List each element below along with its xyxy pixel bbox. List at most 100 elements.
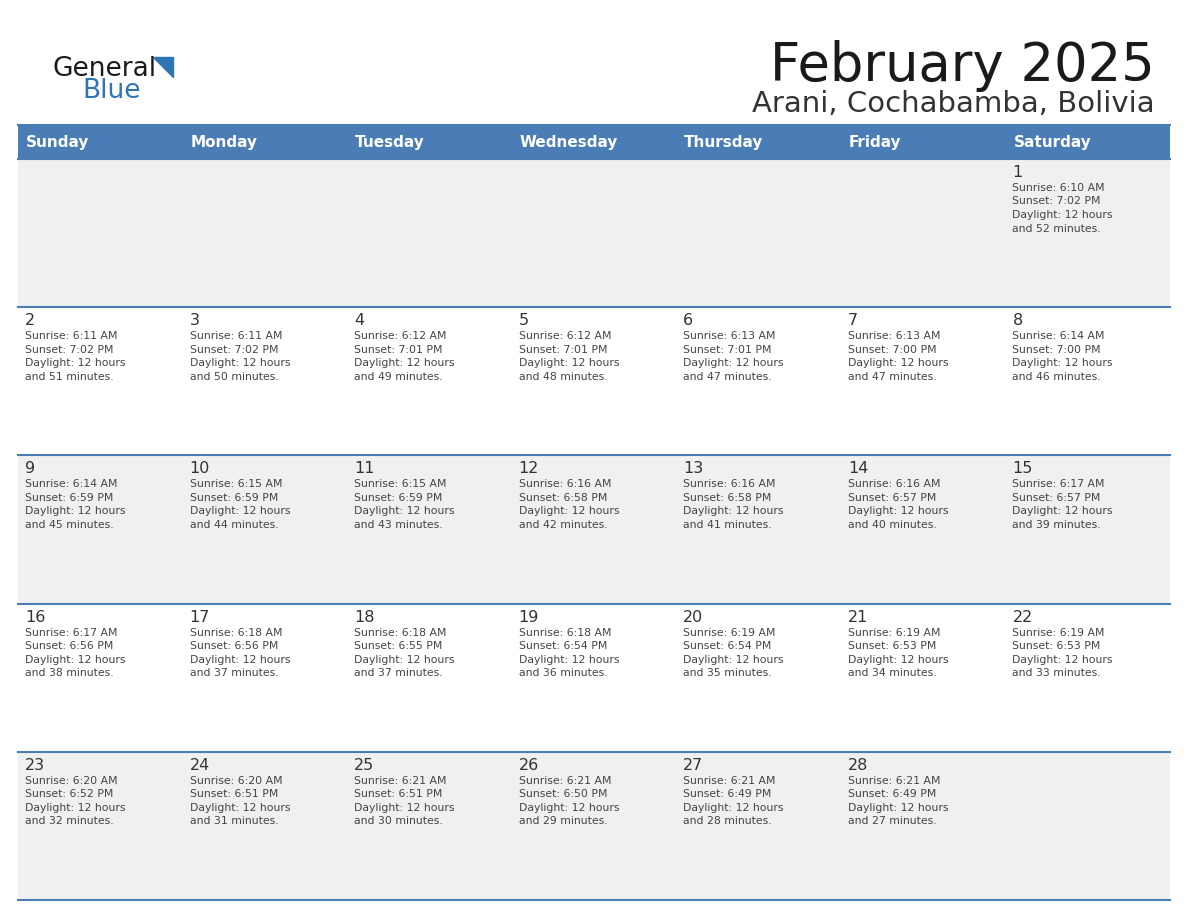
Text: Sunrise: 6:12 AM: Sunrise: 6:12 AM <box>354 331 447 341</box>
Text: Sunrise: 6:13 AM: Sunrise: 6:13 AM <box>848 331 941 341</box>
Text: and 45 minutes.: and 45 minutes. <box>25 520 114 530</box>
Text: Daylight: 12 hours: Daylight: 12 hours <box>683 803 784 812</box>
Text: and 27 minutes.: and 27 minutes. <box>848 816 936 826</box>
Text: 13: 13 <box>683 462 703 476</box>
Text: and 50 minutes.: and 50 minutes. <box>190 372 278 382</box>
Text: Sunset: 6:54 PM: Sunset: 6:54 PM <box>519 641 607 651</box>
Text: Arani, Cochabamba, Bolivia: Arani, Cochabamba, Bolivia <box>752 90 1155 118</box>
Text: Sunrise: 6:13 AM: Sunrise: 6:13 AM <box>683 331 776 341</box>
Text: Sunset: 6:51 PM: Sunset: 6:51 PM <box>354 789 442 800</box>
Text: 3: 3 <box>190 313 200 329</box>
Text: Sunset: 6:55 PM: Sunset: 6:55 PM <box>354 641 442 651</box>
FancyBboxPatch shape <box>18 308 1170 455</box>
Text: 11: 11 <box>354 462 374 476</box>
Text: Sunset: 6:57 PM: Sunset: 6:57 PM <box>1012 493 1101 503</box>
Text: Daylight: 12 hours: Daylight: 12 hours <box>683 507 784 517</box>
Text: and 41 minutes.: and 41 minutes. <box>683 520 772 530</box>
Text: Sunrise: 6:11 AM: Sunrise: 6:11 AM <box>25 331 118 341</box>
Text: and 32 minutes.: and 32 minutes. <box>25 816 114 826</box>
Text: Daylight: 12 hours: Daylight: 12 hours <box>25 507 126 517</box>
Text: Daylight: 12 hours: Daylight: 12 hours <box>519 507 619 517</box>
Text: Daylight: 12 hours: Daylight: 12 hours <box>25 655 126 665</box>
Text: Sunrise: 6:14 AM: Sunrise: 6:14 AM <box>25 479 118 489</box>
Text: Sunset: 7:02 PM: Sunset: 7:02 PM <box>25 344 114 354</box>
Text: Tuesday: Tuesday <box>355 135 425 150</box>
Text: 1: 1 <box>1012 165 1023 180</box>
Text: and 37 minutes.: and 37 minutes. <box>354 668 443 678</box>
Text: Sunset: 6:54 PM: Sunset: 6:54 PM <box>683 641 772 651</box>
Text: Sunrise: 6:18 AM: Sunrise: 6:18 AM <box>354 628 447 638</box>
Text: Sunrise: 6:16 AM: Sunrise: 6:16 AM <box>519 479 611 489</box>
Text: Sunrise: 6:19 AM: Sunrise: 6:19 AM <box>848 628 941 638</box>
Text: Daylight: 12 hours: Daylight: 12 hours <box>519 358 619 368</box>
Text: 26: 26 <box>519 757 539 773</box>
Text: and 43 minutes.: and 43 minutes. <box>354 520 443 530</box>
Text: Daylight: 12 hours: Daylight: 12 hours <box>519 655 619 665</box>
Text: 4: 4 <box>354 313 365 329</box>
Text: and 30 minutes.: and 30 minutes. <box>354 816 443 826</box>
Text: and 42 minutes.: and 42 minutes. <box>519 520 607 530</box>
Text: Sunset: 7:01 PM: Sunset: 7:01 PM <box>519 344 607 354</box>
FancyBboxPatch shape <box>18 455 1170 604</box>
Text: Daylight: 12 hours: Daylight: 12 hours <box>190 507 290 517</box>
Text: Sunday: Sunday <box>26 135 89 150</box>
Text: Thursday: Thursday <box>684 135 764 150</box>
Text: and 52 minutes.: and 52 minutes. <box>1012 223 1101 233</box>
Text: Sunrise: 6:16 AM: Sunrise: 6:16 AM <box>848 479 941 489</box>
Text: and 39 minutes.: and 39 minutes. <box>1012 520 1101 530</box>
Text: 23: 23 <box>25 757 45 773</box>
Text: 7: 7 <box>848 313 858 329</box>
Text: 2: 2 <box>25 313 36 329</box>
Text: Sunset: 6:58 PM: Sunset: 6:58 PM <box>683 493 772 503</box>
Text: Sunrise: 6:19 AM: Sunrise: 6:19 AM <box>683 628 776 638</box>
Text: Sunset: 7:01 PM: Sunset: 7:01 PM <box>354 344 443 354</box>
Text: Sunrise: 6:21 AM: Sunrise: 6:21 AM <box>848 776 941 786</box>
Text: 16: 16 <box>25 610 45 624</box>
Text: Saturday: Saturday <box>1013 135 1092 150</box>
Text: Daylight: 12 hours: Daylight: 12 hours <box>354 507 455 517</box>
Text: 25: 25 <box>354 757 374 773</box>
Text: 18: 18 <box>354 610 374 624</box>
Text: and 34 minutes.: and 34 minutes. <box>848 668 936 678</box>
Text: Daylight: 12 hours: Daylight: 12 hours <box>1012 210 1113 220</box>
Text: Sunset: 6:49 PM: Sunset: 6:49 PM <box>683 789 772 800</box>
Text: and 38 minutes.: and 38 minutes. <box>25 668 114 678</box>
Text: Sunset: 6:59 PM: Sunset: 6:59 PM <box>190 493 278 503</box>
Text: 9: 9 <box>25 462 36 476</box>
Text: Sunrise: 6:21 AM: Sunrise: 6:21 AM <box>354 776 447 786</box>
Text: Sunset: 6:49 PM: Sunset: 6:49 PM <box>848 789 936 800</box>
Text: Sunrise: 6:19 AM: Sunrise: 6:19 AM <box>1012 628 1105 638</box>
Text: Daylight: 12 hours: Daylight: 12 hours <box>683 358 784 368</box>
Text: Sunrise: 6:12 AM: Sunrise: 6:12 AM <box>519 331 611 341</box>
Text: and 46 minutes.: and 46 minutes. <box>1012 372 1101 382</box>
Text: Sunrise: 6:14 AM: Sunrise: 6:14 AM <box>1012 331 1105 341</box>
Text: and 31 minutes.: and 31 minutes. <box>190 816 278 826</box>
Text: Sunset: 7:00 PM: Sunset: 7:00 PM <box>1012 344 1101 354</box>
Text: and 36 minutes.: and 36 minutes. <box>519 668 607 678</box>
Text: Daylight: 12 hours: Daylight: 12 hours <box>25 803 126 812</box>
Text: Daylight: 12 hours: Daylight: 12 hours <box>1012 507 1113 517</box>
Text: Sunrise: 6:20 AM: Sunrise: 6:20 AM <box>190 776 283 786</box>
Text: Sunset: 6:59 PM: Sunset: 6:59 PM <box>25 493 113 503</box>
Text: Sunrise: 6:18 AM: Sunrise: 6:18 AM <box>519 628 611 638</box>
Text: Blue: Blue <box>82 78 140 104</box>
Text: Sunset: 6:50 PM: Sunset: 6:50 PM <box>519 789 607 800</box>
Text: Daylight: 12 hours: Daylight: 12 hours <box>190 358 290 368</box>
FancyBboxPatch shape <box>18 604 1170 752</box>
Text: Sunrise: 6:17 AM: Sunrise: 6:17 AM <box>1012 479 1105 489</box>
Text: and 49 minutes.: and 49 minutes. <box>354 372 443 382</box>
Text: Daylight: 12 hours: Daylight: 12 hours <box>190 655 290 665</box>
Text: 20: 20 <box>683 610 703 624</box>
Text: Sunset: 7:00 PM: Sunset: 7:00 PM <box>848 344 936 354</box>
Text: Daylight: 12 hours: Daylight: 12 hours <box>354 655 455 665</box>
Text: Daylight: 12 hours: Daylight: 12 hours <box>1012 655 1113 665</box>
Text: Daylight: 12 hours: Daylight: 12 hours <box>25 358 126 368</box>
FancyBboxPatch shape <box>18 159 1170 308</box>
Text: 10: 10 <box>190 462 210 476</box>
Text: General: General <box>52 56 156 82</box>
Text: Daylight: 12 hours: Daylight: 12 hours <box>683 655 784 665</box>
Text: 27: 27 <box>683 757 703 773</box>
Text: Sunset: 6:56 PM: Sunset: 6:56 PM <box>190 641 278 651</box>
Text: 19: 19 <box>519 610 539 624</box>
Text: and 40 minutes.: and 40 minutes. <box>848 520 936 530</box>
